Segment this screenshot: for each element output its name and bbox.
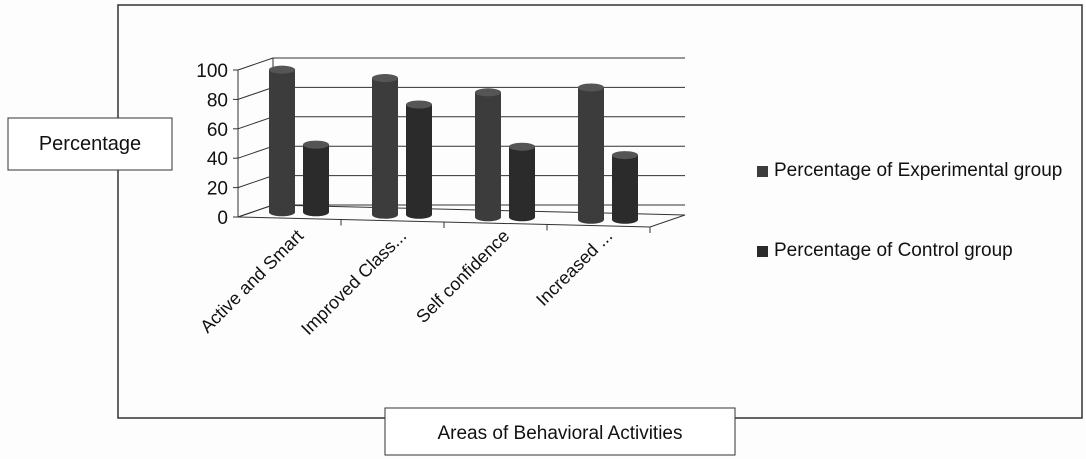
bar-top <box>612 151 638 160</box>
bar-base <box>612 215 638 224</box>
x-axis-label: Areas of Behavioral Activities <box>437 423 682 444</box>
bar <box>372 74 398 219</box>
bar-base <box>372 210 398 219</box>
bar-top <box>509 142 535 151</box>
grid-line <box>237 204 274 218</box>
bar-body <box>372 78 398 215</box>
bar-top <box>303 140 329 149</box>
x-tick-label: Improved Class... <box>297 226 410 339</box>
y-tick-label: 60 <box>207 120 228 141</box>
bar <box>475 88 501 222</box>
bar-top <box>475 88 501 97</box>
legend-label: Percentage of Experimental group <box>774 160 1063 181</box>
y-tick-label: 100 <box>196 61 228 82</box>
y-tick-label: 80 <box>207 90 228 111</box>
bar-base <box>509 213 535 222</box>
bar-top <box>406 100 432 109</box>
x-tick-label: Self confidence <box>412 226 513 327</box>
x-label-box <box>384 407 736 456</box>
bar-top <box>372 74 398 83</box>
bar-base <box>269 208 295 217</box>
legend-label: Percentage of Control group <box>774 240 1013 261</box>
grid-line <box>237 57 274 71</box>
grid-line <box>237 145 274 159</box>
bar-base <box>303 208 329 217</box>
grid-line <box>237 86 274 100</box>
bar <box>303 140 329 217</box>
y-label-box <box>7 117 173 171</box>
x-tick-label: Active and Smart <box>196 226 307 337</box>
x-tick-label: Increased ... <box>532 226 616 310</box>
y-axis-label: Percentage <box>39 133 141 155</box>
bar-top <box>269 65 295 74</box>
legend-swatch <box>757 246 768 257</box>
bar <box>269 65 295 217</box>
bar-body <box>475 92 501 218</box>
bar <box>406 100 432 219</box>
legend-swatch <box>757 166 768 177</box>
bar-base <box>406 210 432 219</box>
bar <box>612 151 638 224</box>
bar-body <box>303 144 329 213</box>
legend-item: Percentage of Control group <box>757 240 1077 262</box>
bar-body <box>578 87 604 220</box>
y-tick-label: 40 <box>207 149 228 170</box>
bar-body <box>406 104 432 215</box>
grid-line <box>237 116 274 130</box>
bar <box>509 142 535 222</box>
grid-line <box>237 175 274 189</box>
bar <box>578 83 604 224</box>
bar-base <box>475 213 501 222</box>
bar-body <box>612 155 638 220</box>
bar-body <box>509 146 535 218</box>
bar-top <box>578 83 604 92</box>
legend-item: Percentage of Experimental group <box>757 160 1077 182</box>
y-tick-label: 20 <box>207 179 228 200</box>
bar-body <box>269 69 295 213</box>
y-tick-label: 0 <box>217 208 228 229</box>
bar-base <box>578 215 604 224</box>
